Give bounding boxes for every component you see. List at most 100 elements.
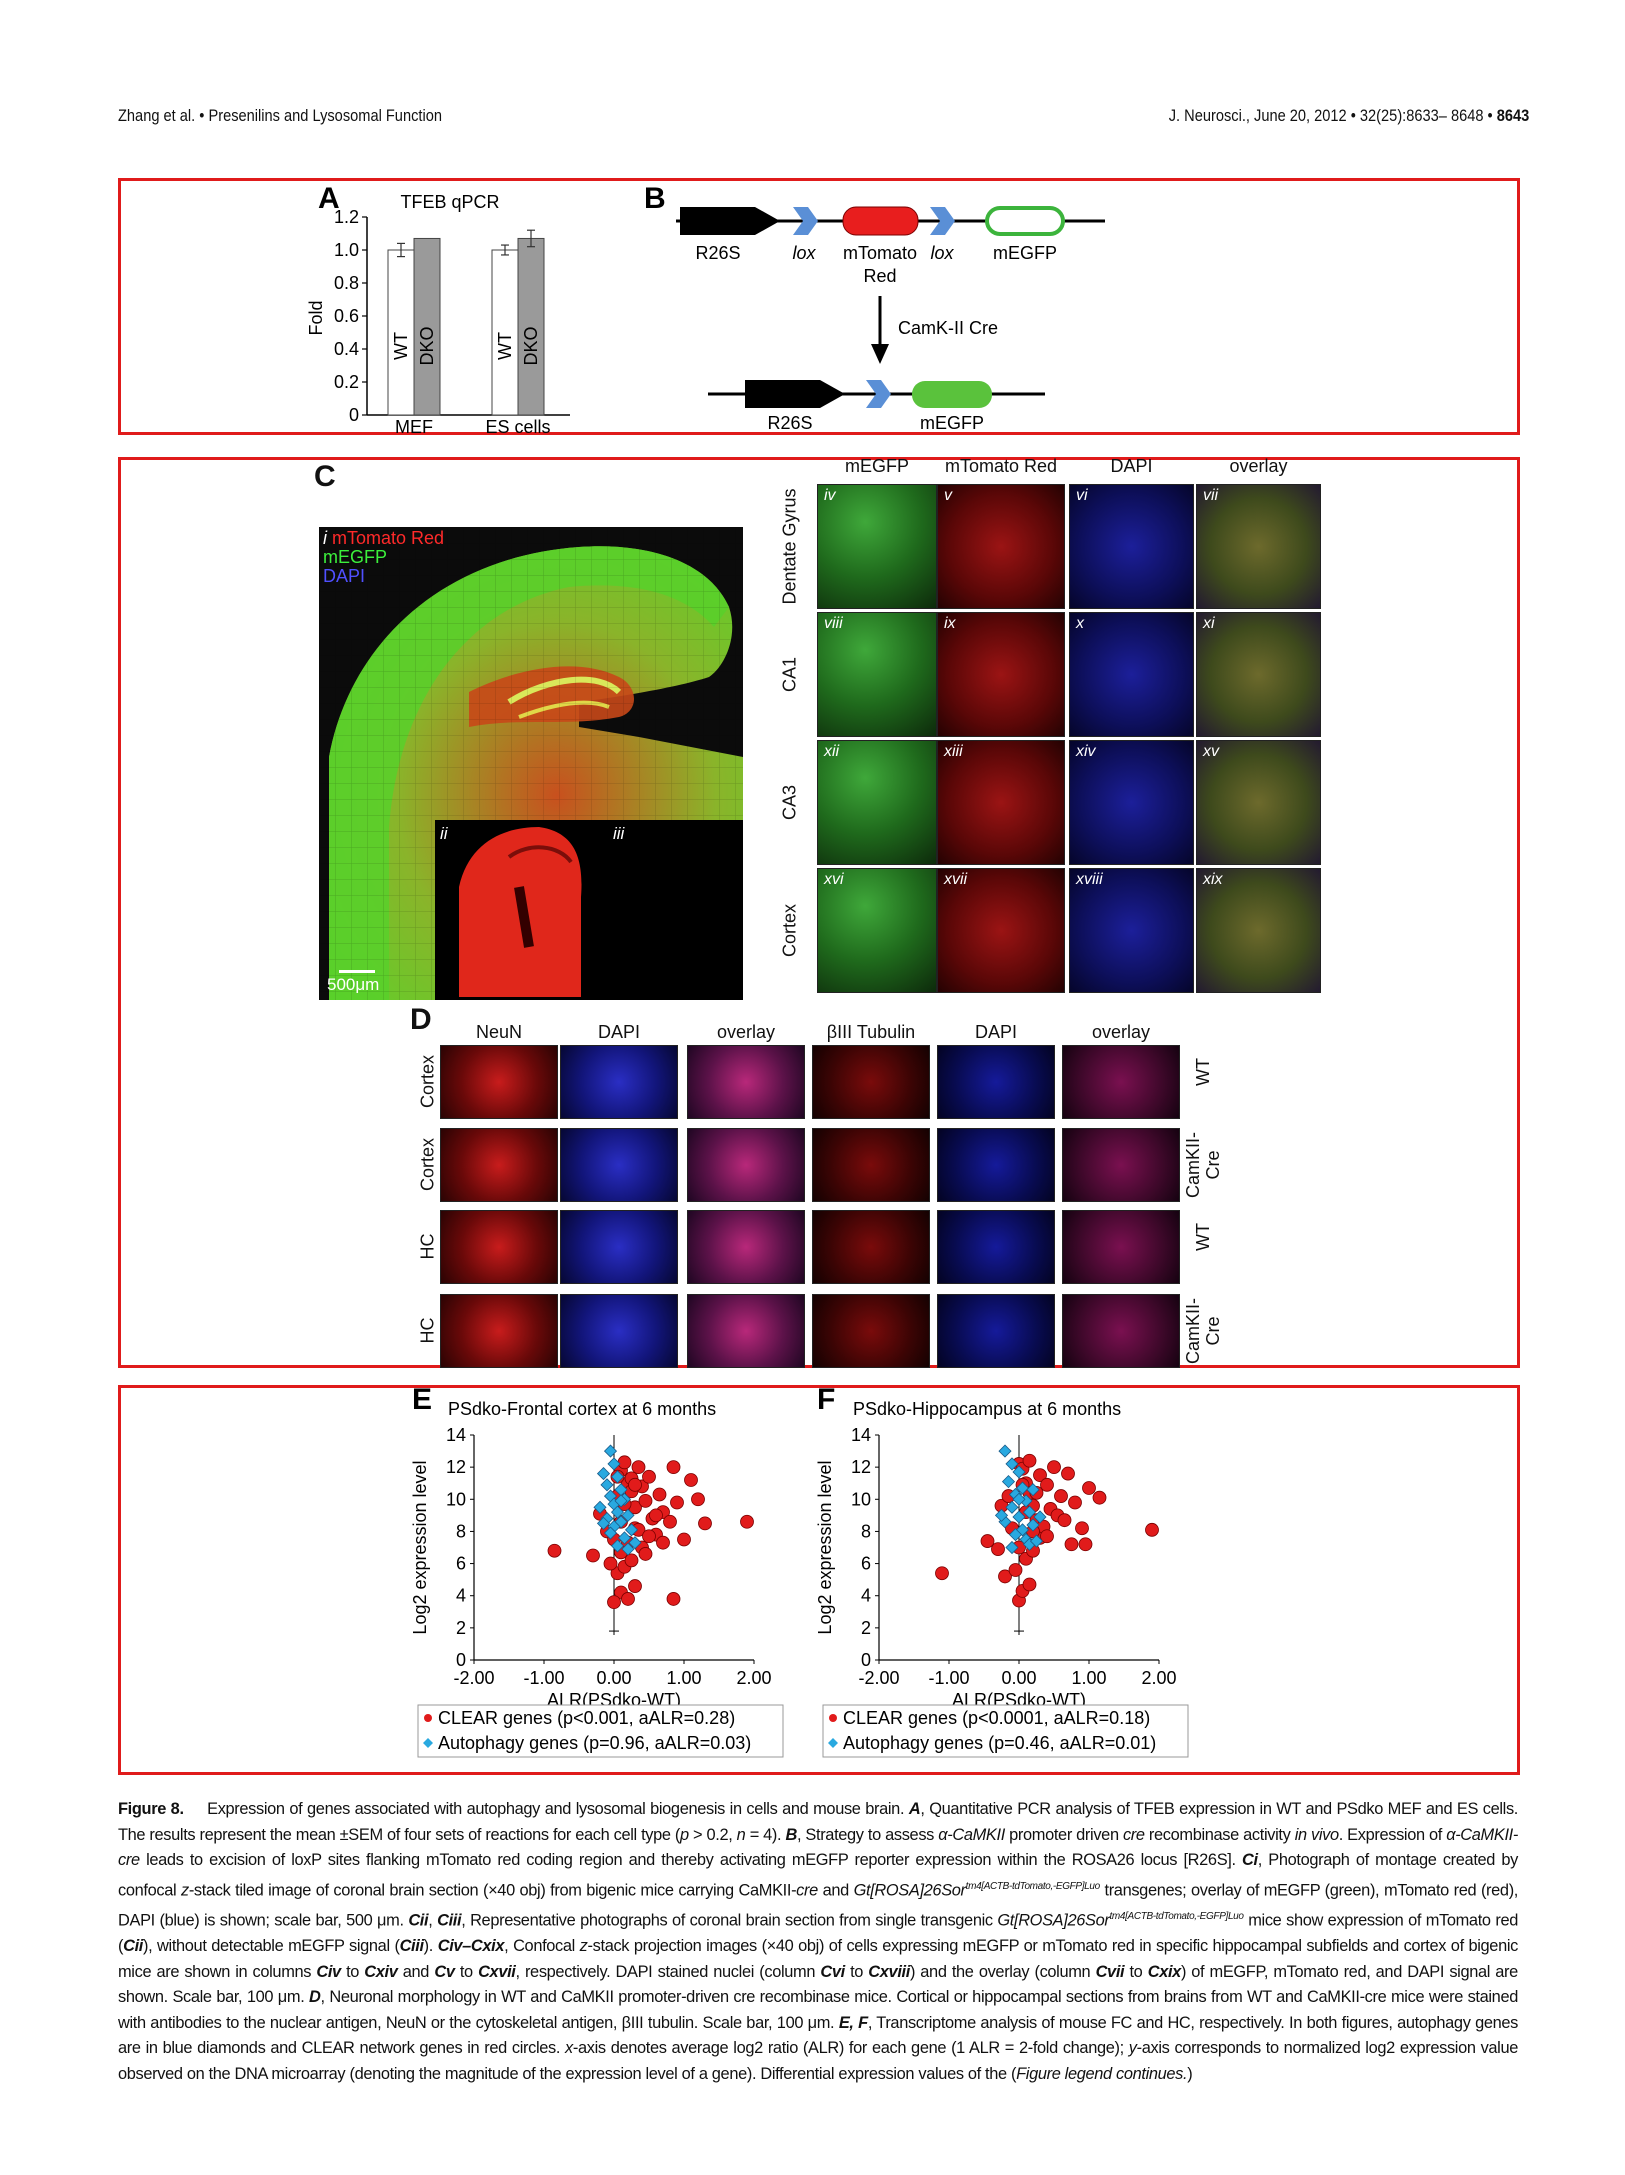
micrograph-tile — [812, 1045, 930, 1119]
tile-label: x — [1076, 615, 1084, 632]
y-tick-label: 12 — [851, 1457, 871, 1477]
micrograph-tile — [687, 1210, 805, 1284]
data-point-circle — [666, 1460, 681, 1475]
megfp-block-2 — [912, 381, 992, 408]
tile-label: v — [944, 487, 952, 504]
y-tick-label: 8 — [861, 1521, 871, 1541]
y-tick-label: 0.4 — [334, 339, 359, 359]
data-point-circle — [980, 1534, 995, 1548]
x-tick-label: 0.00 — [1001, 1668, 1036, 1688]
row-label: CA1 — [779, 656, 800, 692]
data-point-diamond — [596, 1467, 611, 1481]
data-point-diamond — [1008, 1528, 1023, 1542]
panel-label: F — [817, 1385, 835, 1416]
y-tick-label: 1.2 — [334, 207, 359, 227]
panel-e-chart: E PSdko-Frontal cortex at 6 months 0 2 4 6 8 10… — [410, 1385, 784, 1758]
x-tick-label: 2.00 — [736, 1668, 771, 1688]
legend-label: Autophagy genes (p=0.46, aALR=0.01) — [843, 1733, 1156, 1753]
data-point-diamond — [624, 1523, 639, 1537]
y-tick-label: 10 — [851, 1489, 871, 1509]
megfp-label-2: mEGFP — [920, 413, 984, 433]
data-point-diamond — [628, 1536, 642, 1550]
data-point-circle — [656, 1535, 670, 1550]
tile-label: ix — [944, 615, 956, 632]
data-point-diamond — [593, 1500, 607, 1514]
data-point-diamond — [1029, 1534, 1044, 1548]
micrograph-tile: vii — [1196, 484, 1321, 609]
row-label-left: HC — [417, 1317, 438, 1344]
data-point-circle — [1040, 1529, 1054, 1544]
data-point-circle — [740, 1514, 754, 1529]
bar-label: DKO — [521, 326, 541, 365]
data-point-circle — [638, 1493, 653, 1508]
r26s-label: R26S — [695, 243, 740, 263]
tile-label: xv — [1203, 743, 1219, 760]
micrograph-tile — [937, 1045, 1055, 1119]
tile-label: xix — [1203, 871, 1223, 888]
row-label: Dentate Gyrus — [779, 487, 800, 605]
data-point-circle — [991, 1542, 1005, 1557]
data-point-diamond — [621, 1542, 635, 1556]
r26s-block-2 — [745, 380, 845, 408]
mtomato-label: mTomato — [843, 243, 917, 263]
y-tick-label: 2 — [861, 1618, 871, 1638]
y-tick-label: 0 — [456, 1650, 466, 1670]
data-point-circle — [663, 1514, 677, 1529]
data-point-circle — [631, 1460, 646, 1475]
micrograph-tile — [440, 1045, 558, 1119]
megfp-label: mEGFP — [993, 243, 1057, 263]
data-point-diamond — [610, 1505, 625, 1519]
data-point-circle — [1075, 1521, 1089, 1536]
micrograph-tile — [560, 1128, 678, 1202]
data-point-diamond — [1026, 1518, 1040, 1532]
data-point-circle — [1082, 1481, 1096, 1495]
y-tick-label: 6 — [861, 1554, 871, 1574]
lox-site-1 — [793, 207, 818, 235]
row-label-left: HC — [417, 1233, 438, 1260]
chart-title: PSdko-Frontal cortex at 6 months — [448, 1399, 716, 1419]
r26s-label-2: R26S — [767, 413, 812, 433]
panel-ef-frame — [118, 1385, 1520, 1775]
cre-label: CamK-II Cre — [898, 318, 998, 338]
data-point-circle — [1054, 1489, 1068, 1503]
data-point-circle — [1008, 1563, 1023, 1577]
data-point-circle — [1040, 1477, 1054, 1492]
micrograph-tile — [1062, 1128, 1180, 1202]
micrograph-tile: xv — [1196, 740, 1321, 865]
data-point-circle — [547, 1543, 562, 1558]
column-label: NeuN — [475, 1022, 523, 1042]
data-point-circle — [1022, 1453, 1037, 1468]
tile-label: xi — [1203, 615, 1215, 632]
data-point-diamond — [603, 1526, 618, 1540]
r26s-block — [680, 207, 780, 235]
panel-a-chart: A TFEB qPCR 0 0.2 0.4 0.6 0.8 1.0 1.2 Fold WT DKO… — [306, 182, 570, 435]
brain-montage-image: i mTomato Red mEGFP DAPI ii iii 500μm — [319, 527, 743, 1000]
data-point-diamond — [1012, 1465, 1026, 1479]
bar-label: WT — [391, 332, 411, 360]
micrograph-tile: v — [937, 484, 1065, 609]
tile-label: viii — [824, 615, 843, 632]
data-point-circle — [684, 1473, 698, 1487]
scale-bar-label: 500μm — [327, 975, 380, 994]
y-axis-label: Log2 expression level — [410, 1460, 430, 1634]
data-point-circle — [628, 1477, 642, 1492]
y-tick-label: 4 — [456, 1586, 466, 1606]
data-point-circle — [691, 1492, 705, 1507]
tile-label: xvi — [824, 871, 844, 888]
micrograph-tile: xiv — [1069, 740, 1194, 865]
legend-label: CLEAR genes (p<0.001, aALR=0.28) — [438, 1708, 735, 1728]
data-point-diamond — [994, 1508, 1009, 1522]
row-label: Cortex — [779, 903, 800, 957]
legend-label: CLEAR genes (p<0.0001, aALR=0.18) — [843, 1708, 1150, 1728]
micrograph-tile — [560, 1294, 678, 1368]
data-point-diamond — [998, 1444, 1012, 1458]
y-tick-label: 0.8 — [334, 273, 359, 293]
panel-ab-frame — [118, 178, 1520, 435]
column-label: mTomato Red — [944, 456, 1058, 476]
micrograph-tile — [1062, 1045, 1180, 1119]
data-point-circle — [1047, 1460, 1061, 1475]
micrograph-tile — [937, 1294, 1055, 1368]
data-point-circle — [1061, 1466, 1075, 1481]
y-axis-label: Fold — [306, 300, 326, 335]
legend-label: Autophagy genes (p=0.96, aALR=0.03) — [438, 1733, 751, 1753]
